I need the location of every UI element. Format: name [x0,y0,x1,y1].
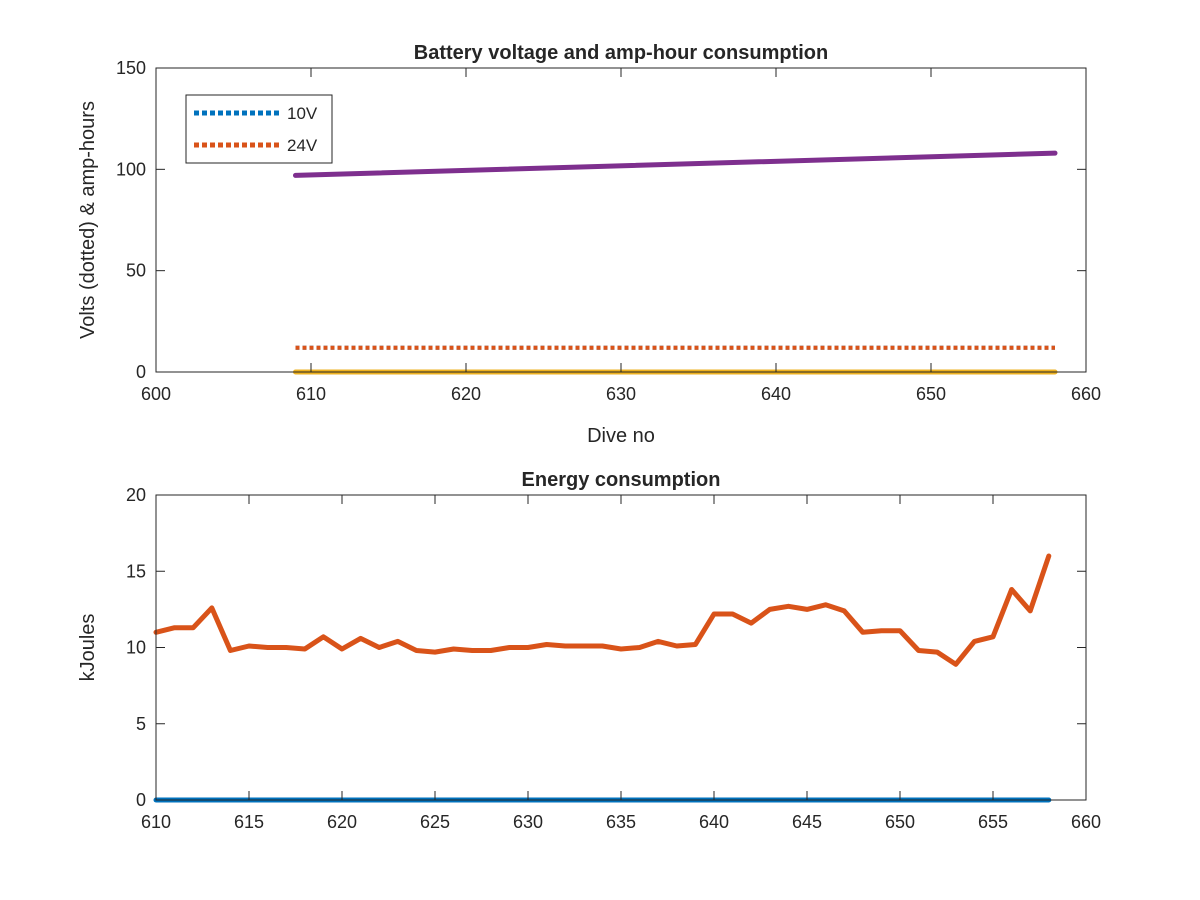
y-tick-label: 15 [126,561,146,581]
x-tick-label: 655 [978,812,1008,832]
x-tick-label: 610 [296,384,326,404]
x-tick-label: 650 [885,812,915,832]
y-tick-label: 50 [126,261,146,281]
energy-chart-title: Energy consumption [522,469,721,491]
series-line-2 [293,150,1058,178]
series-line-0 [153,553,1052,667]
energy-chart-ticks: 610 615 620 625 630 635 640 645 650 655 660 0 5 10 15 2… [126,485,1101,832]
legend-entry-24v: 24V [287,136,318,155]
x-tick-label: 630 [513,812,543,832]
voltage-chart-y-axis-label: Volts (dotted) & amp-hours [77,101,99,339]
voltage-chart-x-axis-label: Dive no [587,425,655,447]
x-tick-label: 660 [1071,384,1101,404]
x-tick-label: 610 [141,812,171,832]
voltage-chart-legend: 10V 24V [185,94,333,164]
y-tick-label: 0 [136,790,146,810]
x-tick-label: 660 [1071,812,1101,832]
y-tick-label: 20 [126,485,146,505]
x-tick-label: 635 [606,812,636,832]
legend-entry-10v: 10V [287,104,318,123]
y-tick-label: 150 [116,58,146,78]
legend-box [185,94,333,164]
y-tick-label: 100 [116,159,146,179]
x-tick-label: 645 [792,812,822,832]
x-tick-label: 600 [141,384,171,404]
voltage-chart: 600 610 620 630 640 650 660 0 50 100 150 Battery v… [77,42,1101,447]
x-tick-label: 625 [420,812,450,832]
y-tick-label: 5 [136,714,146,734]
x-tick-label: 620 [451,384,481,404]
voltage-chart-title: Battery voltage and amp-hour consumption [414,42,828,64]
x-tick-label: 630 [606,384,636,404]
y-tick-label: 10 [126,638,146,658]
energy-chart-y-axis-label: kJoules [77,614,99,682]
x-tick-label: 640 [699,812,729,832]
energy-chart: 610 615 620 625 630 635 640 645 650 655 660 0 5 10 15 2… [77,469,1101,832]
voltage-chart-ticks: 600 610 620 630 640 650 660 0 50 100 150 [116,58,1101,404]
x-tick-label: 640 [761,384,791,404]
x-tick-label: 650 [916,384,946,404]
x-tick-label: 615 [234,812,264,832]
x-tick-label: 620 [327,812,357,832]
y-tick-label: 0 [136,362,146,382]
